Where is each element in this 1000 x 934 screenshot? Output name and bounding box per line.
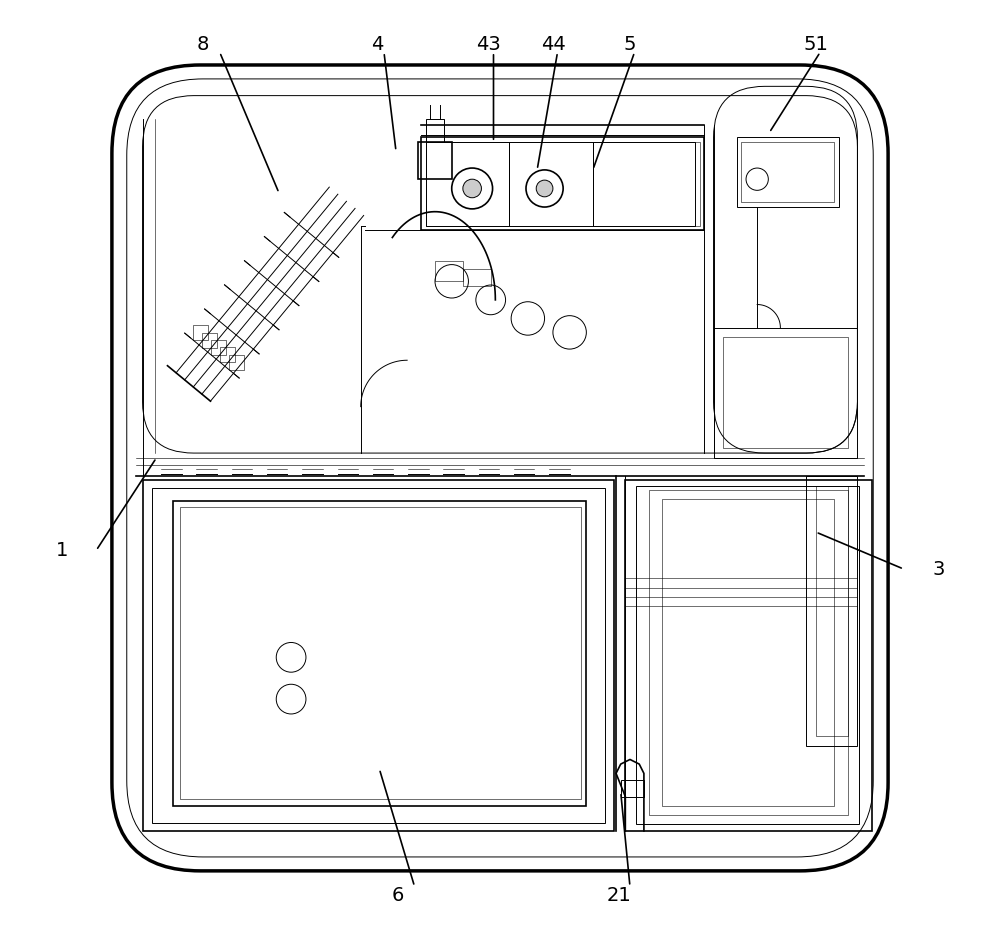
Bar: [741, 142, 834, 203]
Text: 4: 4: [371, 35, 384, 54]
Text: 3: 3: [932, 559, 944, 579]
Text: 1: 1: [56, 541, 68, 560]
Bar: [173, 502, 586, 806]
Bar: [229, 355, 244, 370]
Bar: [463, 269, 491, 286]
Bar: [220, 347, 235, 362]
Bar: [152, 488, 605, 823]
Bar: [193, 325, 208, 340]
Bar: [649, 490, 848, 815]
Text: 5: 5: [624, 35, 636, 54]
Bar: [636, 486, 859, 825]
Bar: [625, 480, 872, 831]
Bar: [426, 142, 700, 226]
Bar: [143, 480, 614, 831]
Bar: [737, 137, 839, 207]
Bar: [426, 142, 509, 226]
Bar: [806, 476, 857, 745]
Bar: [202, 333, 217, 348]
Bar: [621, 780, 644, 797]
Bar: [816, 486, 848, 736]
Text: 43: 43: [476, 35, 501, 54]
Bar: [662, 500, 834, 806]
Bar: [211, 340, 226, 355]
Circle shape: [536, 180, 553, 197]
Text: 44: 44: [541, 35, 566, 54]
Bar: [421, 137, 704, 231]
Text: 21: 21: [606, 886, 631, 905]
Bar: [723, 337, 848, 448]
Bar: [418, 142, 452, 179]
Text: 8: 8: [197, 35, 209, 54]
Bar: [180, 507, 581, 800]
Circle shape: [463, 179, 481, 198]
Bar: [593, 142, 695, 226]
Text: 6: 6: [392, 886, 404, 905]
Bar: [426, 119, 444, 142]
Bar: [509, 142, 593, 226]
Text: 51: 51: [803, 35, 828, 54]
Bar: [714, 328, 857, 458]
Bar: [435, 261, 463, 281]
